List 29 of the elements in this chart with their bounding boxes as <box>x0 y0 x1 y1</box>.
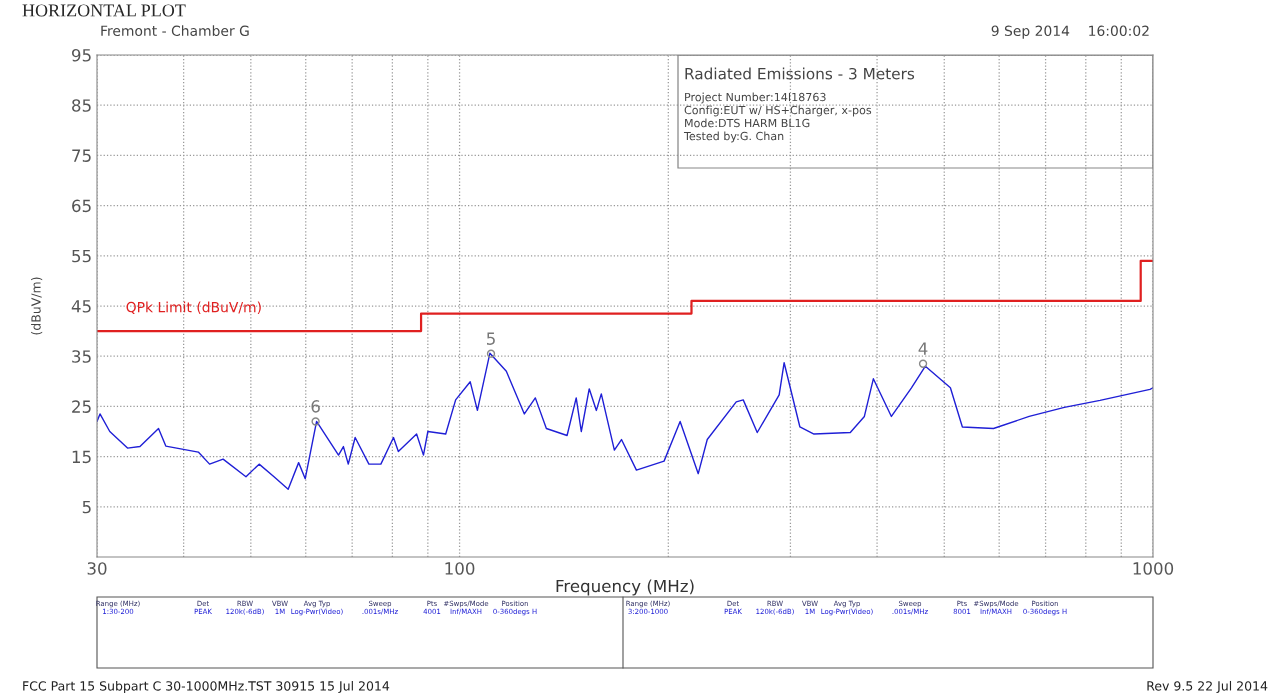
y-tick-label: 95 <box>71 48 91 62</box>
annotation: 6 <box>311 400 320 413</box>
annotation: Radiated Emissions - 3 Meters <box>685 67 915 80</box>
x-tick-label: 100 <box>445 562 475 575</box>
x-axis-title: Frequency (MHz) <box>556 579 694 596</box>
text: Rev 9.5 22 Jul 2014 <box>1147 680 1268 693</box>
y-tick-label: 45 <box>71 300 91 313</box>
y-tick-label: 5 <box>82 500 91 514</box>
y-tick-label: 55 <box>72 249 91 263</box>
y-tick-label: 85 <box>72 99 91 112</box>
annotation: Config:EUT w/ HS+Charger, x-pos <box>684 105 872 117</box>
text: FCC Part 15 Subpart C 30-1000MHz.TST 30915 15 Jul 2014 <box>23 680 390 694</box>
text: Fremont - Chamber G <box>101 25 249 37</box>
annotation: Tested by:G. Chan <box>683 131 784 143</box>
y-tick-label: 15 <box>72 450 91 464</box>
y-axis-title: (dBuV/m) <box>31 277 43 335</box>
x-tick-label: 30 <box>87 562 107 575</box>
annotation: Mode:DTS HARM BL1G <box>685 118 810 128</box>
y-tick-label: 65 <box>72 199 91 213</box>
y-tick-label: 35 <box>72 350 91 363</box>
annotation: 5 <box>486 332 495 345</box>
y-tick-label: 25 <box>72 400 91 413</box>
chart-title: HORIZONTAL PLOT <box>22 4 186 17</box>
series-label: QPk Limit (dBuV/m) <box>126 301 261 314</box>
x-tick-label: 1000 <box>1133 562 1174 575</box>
annotation: Project Number:14I18763 <box>685 92 826 104</box>
text: 9 Sep 2014 16:00:02 <box>991 25 1149 39</box>
y-tick-label: 75 <box>72 149 91 162</box>
annotation: 4 <box>918 342 928 355</box>
